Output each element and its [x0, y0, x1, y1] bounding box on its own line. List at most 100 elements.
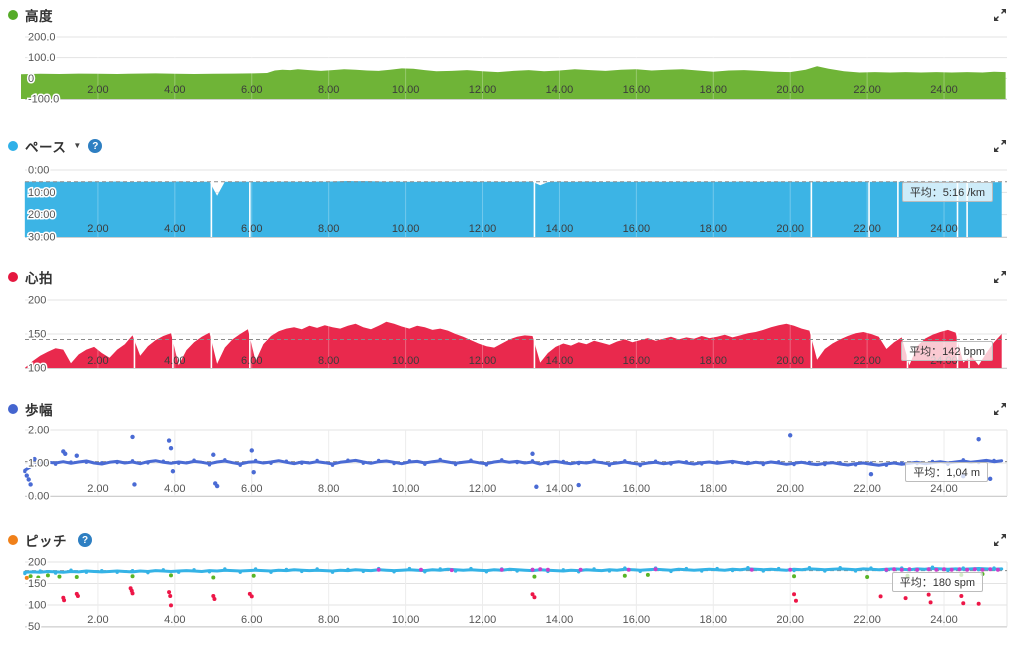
pace-chart-header: ペース ▼ ? [8, 137, 103, 155]
svg-text:50: 50 [28, 621, 40, 633]
svg-text:14.00: 14.00 [546, 84, 574, 96]
svg-text:16.00: 16.00 [623, 614, 651, 626]
stride-plot-area[interactable]: 2.00 1.00 0.00 2.00 4.00 6.00 8.00 10.00 12.00 14… [0, 424, 1024, 500]
elevation-chart-title: 高度 [25, 9, 53, 24]
svg-text:22.00: 22.00 [853, 355, 881, 367]
svg-text:24.00: 24.00 [930, 84, 958, 96]
svg-text:12.00: 12.00 [469, 84, 497, 96]
pace-metric-dropdown-arrow[interactable]: ▼ [73, 141, 82, 150]
svg-text:30:00: 30:00 [28, 232, 56, 242]
svg-text:6.00: 6.00 [241, 223, 262, 235]
svg-text:100: 100 [28, 363, 46, 373]
svg-text:150: 150 [28, 578, 46, 590]
pace-chart-title: ペース [25, 140, 67, 155]
svg-text:20.00: 20.00 [776, 614, 804, 626]
cadence-plot-area[interactable]: 200 150 100 50 2.00 4.00 6.00 8.00 10.00 12.00 14.… [0, 556, 1024, 641]
svg-text:8.00: 8.00 [318, 614, 339, 626]
svg-text:24.00: 24.00 [930, 223, 958, 235]
svg-text:18.00: 18.00 [700, 223, 728, 235]
svg-text:8.00: 8.00 [318, 84, 339, 96]
svg-text:4.00: 4.00 [164, 614, 185, 626]
cadence-help-icon[interactable]: ? [78, 533, 92, 547]
svg-text:20.00: 20.00 [776, 483, 804, 495]
svg-text:12.00: 12.00 [469, 223, 497, 235]
heart-rate-average-label: 平均：142 bpm [901, 341, 993, 361]
svg-text:0:00: 0:00 [28, 165, 49, 177]
svg-text:14.00: 14.00 [546, 355, 574, 367]
svg-text:16.00: 16.00 [623, 355, 651, 367]
svg-text:10.00: 10.00 [392, 84, 420, 96]
stride-chart-header: 歩幅 [8, 400, 53, 418]
svg-text:18.00: 18.00 [700, 483, 728, 495]
svg-text:1.00: 1.00 [28, 458, 49, 470]
svg-text:-100.0: -100.0 [28, 94, 59, 105]
svg-text:18.00: 18.00 [700, 84, 728, 96]
pace-plot-area[interactable]: 0:00 10:00 20:00 30:00 2.00 4.00 6.00 8.00 10.00… [0, 156, 1024, 241]
heart-rate-chart-title: 心拍 [25, 271, 53, 286]
svg-text:4.00: 4.00 [164, 483, 185, 495]
svg-text:200.0: 200.0 [28, 32, 56, 44]
svg-text:2.00: 2.00 [87, 483, 108, 495]
pace-help-icon[interactable]: ? [88, 139, 103, 153]
svg-text:6.00: 6.00 [241, 483, 262, 495]
cadence-chart-header: ピッチ ? [8, 531, 92, 549]
stride-expand-icon[interactable] [993, 402, 1007, 416]
svg-text:2.00: 2.00 [87, 223, 108, 235]
svg-text:8.00: 8.00 [318, 355, 339, 367]
svg-text:100: 100 [28, 600, 46, 612]
elevation-plot-area[interactable]: 200.0 100.0 0 -100.0 2.00 4.00 6.00 8.00 10.00 12… [0, 26, 1024, 104]
svg-text:12.00: 12.00 [469, 614, 497, 626]
svg-text:200: 200 [28, 295, 46, 307]
svg-text:2.00: 2.00 [28, 425, 49, 437]
svg-text:22.00: 22.00 [853, 223, 881, 235]
svg-text:18.00: 18.00 [700, 614, 728, 626]
svg-text:4.00: 4.00 [164, 84, 185, 96]
svg-text:8.00: 8.00 [318, 483, 339, 495]
svg-text:200: 200 [28, 557, 46, 569]
svg-text:150: 150 [28, 329, 46, 341]
svg-text:4.00: 4.00 [164, 223, 185, 235]
svg-text:10.00: 10.00 [392, 614, 420, 626]
heart-rate-expand-icon[interactable] [993, 270, 1007, 284]
svg-text:2.00: 2.00 [87, 614, 108, 626]
cadence-average-label: 平均：180 spm [891, 572, 983, 592]
svg-text:100.0: 100.0 [28, 52, 56, 64]
svg-text:10.00: 10.00 [392, 223, 420, 235]
stride-chart-title: 歩幅 [25, 403, 53, 418]
svg-text:6.00: 6.00 [241, 84, 262, 96]
svg-text:10.00: 10.00 [392, 355, 420, 367]
heart-rate-series-dot [8, 272, 18, 282]
svg-text:2.00: 2.00 [87, 355, 108, 367]
svg-text:16.00: 16.00 [623, 223, 651, 235]
svg-text:4.00: 4.00 [164, 355, 185, 367]
heart-rate-plot-area[interactable]: 200 150 100 2.00 4.00 6.00 8.00 10.00 12.00 14.00… [0, 290, 1024, 372]
svg-text:16.00: 16.00 [623, 84, 651, 96]
svg-text:8.00: 8.00 [318, 223, 339, 235]
svg-text:0: 0 [28, 73, 34, 85]
svg-text:20.00: 20.00 [776, 355, 804, 367]
svg-text:24.00: 24.00 [930, 483, 958, 495]
heart-rate-chart-header: 心拍 [8, 268, 53, 286]
svg-text:12.00: 12.00 [469, 355, 497, 367]
svg-text:14.00: 14.00 [546, 614, 574, 626]
pace-expand-icon[interactable] [993, 139, 1007, 153]
svg-text:18.00: 18.00 [700, 355, 728, 367]
svg-text:22.00: 22.00 [853, 614, 881, 626]
svg-text:12.00: 12.00 [469, 483, 497, 495]
svg-text:16.00: 16.00 [623, 483, 651, 495]
svg-text:0.00: 0.00 [28, 491, 49, 501]
elevation-expand-icon[interactable] [993, 8, 1007, 22]
svg-text:14.00: 14.00 [546, 223, 574, 235]
svg-text:20:00: 20:00 [28, 209, 56, 221]
cadence-expand-icon[interactable] [993, 533, 1007, 547]
stride-series-dot [8, 404, 18, 414]
elevation-chart-header: 高度 [8, 6, 53, 24]
svg-text:6.00: 6.00 [241, 614, 262, 626]
cadence-series-dot [8, 535, 18, 545]
svg-text:10.00: 10.00 [392, 483, 420, 495]
svg-text:6.00: 6.00 [241, 355, 262, 367]
svg-text:22.00: 22.00 [853, 84, 881, 96]
svg-text:14.00: 14.00 [546, 483, 574, 495]
svg-text:20.00: 20.00 [776, 84, 804, 96]
